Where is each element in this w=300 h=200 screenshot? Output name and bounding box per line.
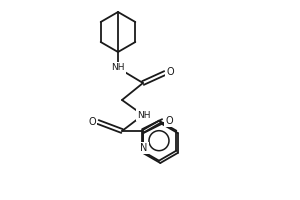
Text: NH: NH bbox=[137, 110, 151, 119]
Text: O: O bbox=[165, 116, 173, 126]
Text: NH: NH bbox=[111, 64, 125, 72]
Text: N: N bbox=[140, 143, 148, 153]
Text: O: O bbox=[88, 117, 96, 127]
Text: O: O bbox=[166, 67, 174, 77]
